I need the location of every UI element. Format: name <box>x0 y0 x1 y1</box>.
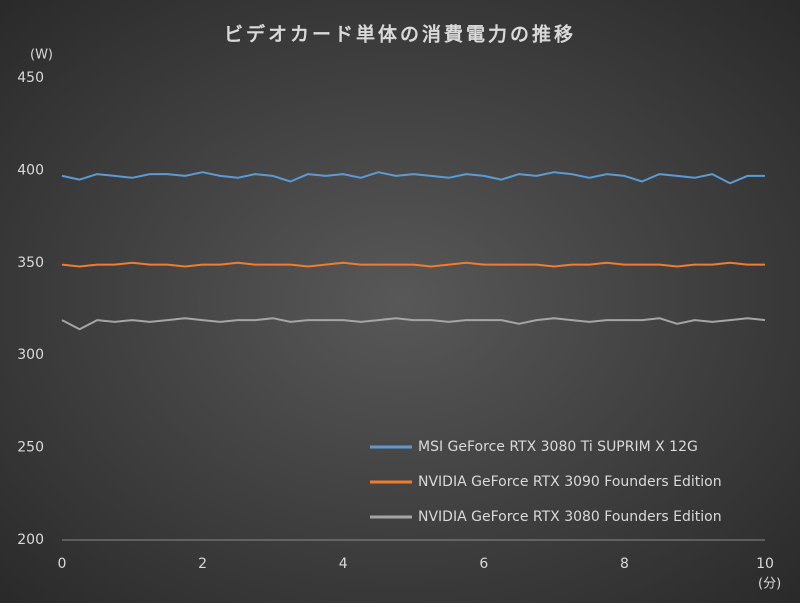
series-line <box>61 261 765 268</box>
legend-label: MSI GeForce RTX 3080 Ti SUPRIM X 12G <box>418 439 698 455</box>
series-line <box>61 171 765 185</box>
y-tick-label: 250 <box>17 440 44 456</box>
y-tick-label: 400 <box>17 162 44 178</box>
x-tick-label: 8 <box>620 556 629 572</box>
y-tick-label: 350 <box>17 255 44 271</box>
y-tick-label: 200 <box>17 532 44 548</box>
x-tick-label: 0 <box>58 556 67 572</box>
legend-label: NVIDIA GeForce RTX 3090 Founders Edition <box>418 474 722 490</box>
legend-label: NVIDIA GeForce RTX 3080 Founders Edition <box>418 509 722 525</box>
x-tick-label: 2 <box>198 556 207 572</box>
chart-title: ビデオカード単体の消費電力の推移 <box>224 23 576 46</box>
x-tick-label: 10 <box>756 556 774 572</box>
y-axis-label: (W) <box>30 48 53 63</box>
x-tick-label: 4 <box>339 556 348 572</box>
x-axis-label: (分) <box>758 577 781 592</box>
y-tick-label: 300 <box>17 347 44 363</box>
x-tick-label: 6 <box>479 556 488 572</box>
y-tick-label: 450 <box>17 70 44 86</box>
series-line <box>61 317 766 331</box>
